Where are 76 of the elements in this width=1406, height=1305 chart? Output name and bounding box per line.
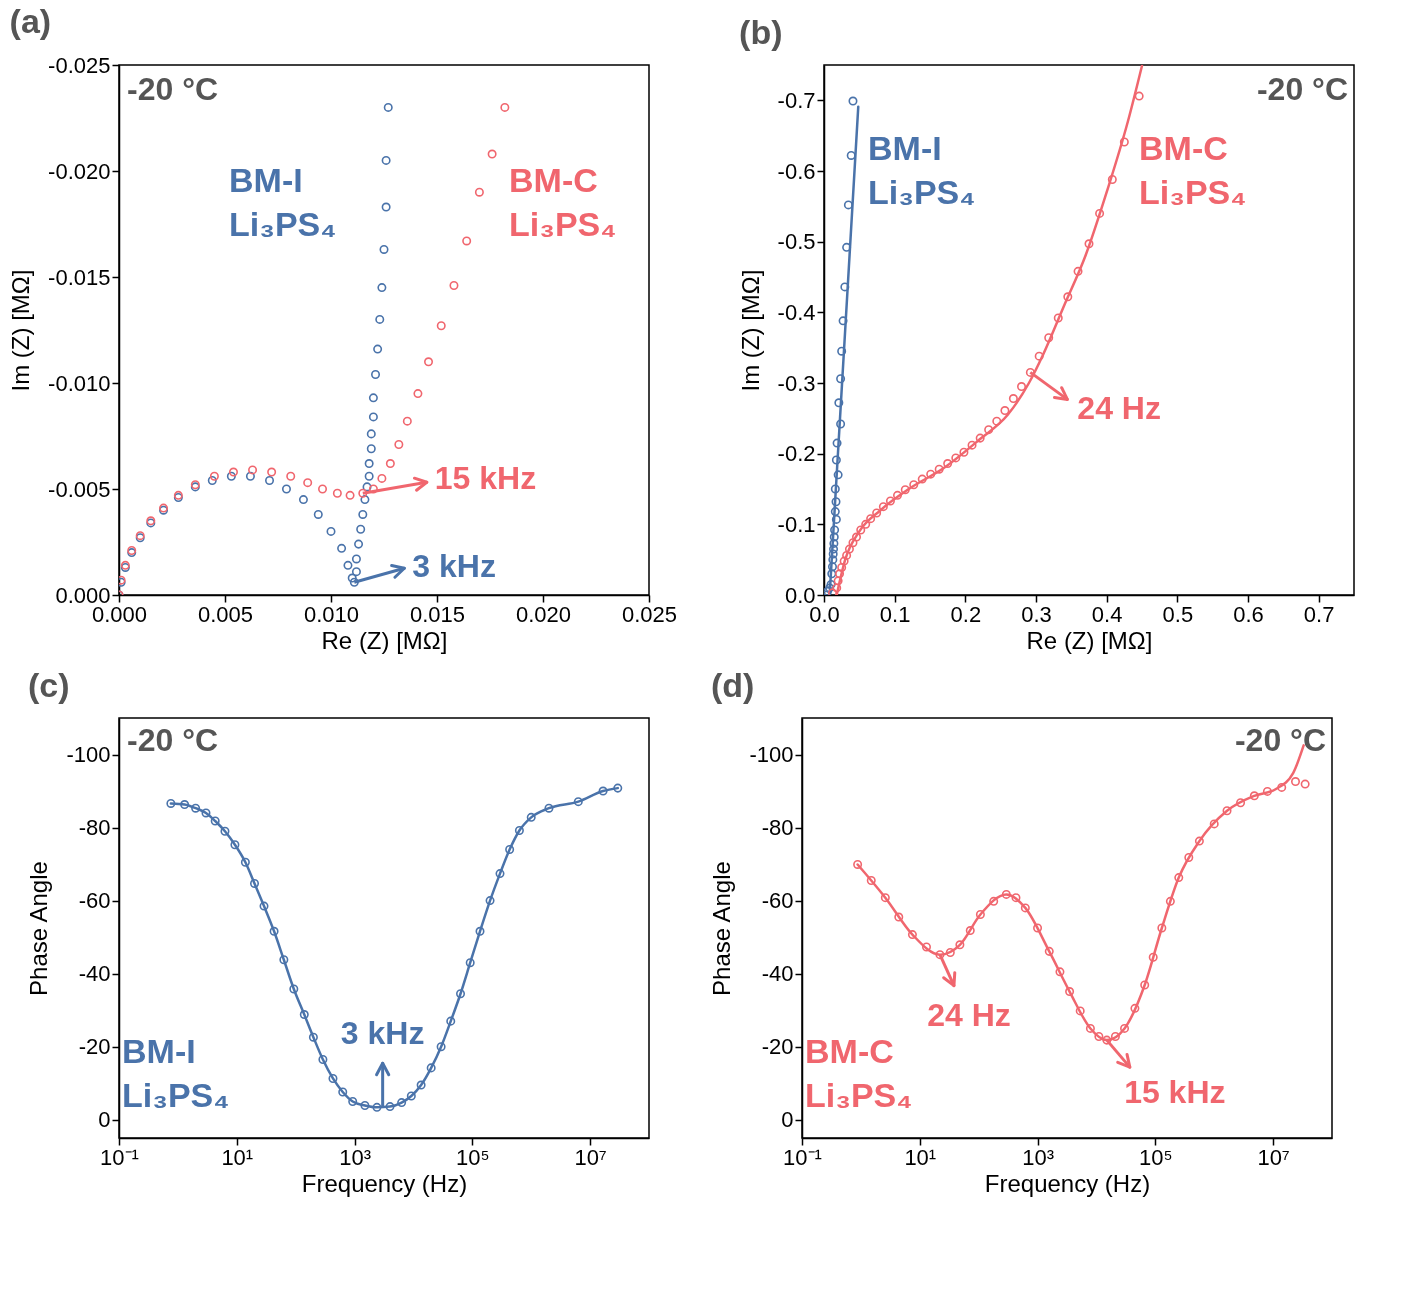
y-tick-label: -0.005 — [48, 476, 111, 502]
y-tick-label: -100 — [749, 742, 794, 768]
y-tick-label: -20 — [761, 1034, 794, 1060]
annotation: 24 Hz — [927, 996, 1011, 1033]
annotation: 3 kHz — [340, 1015, 425, 1052]
y-tick-label: -20 — [78, 1034, 111, 1060]
x-tick-label: 10⁵ — [1139, 1144, 1173, 1170]
x-axis-title: Frequency (Hz) — [984, 1169, 1151, 1197]
x-tick-label: 0.3 — [1021, 601, 1052, 627]
y-tick-label: -40 — [78, 961, 111, 987]
annotation: -20 °C — [127, 722, 219, 758]
annotation: 3 kHz — [412, 548, 496, 585]
y-tick-label: 0 — [781, 1107, 794, 1133]
x-tick-label: 0.4 — [1091, 601, 1123, 627]
y-tick-label: -0.015 — [48, 264, 111, 290]
annotation: 15 kHz — [434, 460, 537, 497]
y-axis-title: Phase Angle — [25, 861, 53, 996]
y-tick-label: -0.020 — [48, 158, 111, 184]
x-tick-label: 0.010 — [303, 601, 360, 627]
y-tick-label: -0.7 — [777, 87, 816, 113]
y-tick-label: -80 — [761, 815, 794, 841]
x-tick-label: 0.1 — [879, 601, 911, 627]
annotation: 24 Hz — [1077, 390, 1161, 427]
y-axis-title: Im (Z) [MΩ] — [736, 269, 764, 392]
x-axis-title: Re (Z) [MΩ] — [1026, 626, 1153, 654]
x-tick-label: 10¹ — [221, 1144, 254, 1170]
y-axis-title: Im (Z) [MΩ] — [7, 269, 35, 392]
y-tick-label: -0.010 — [48, 370, 111, 396]
x-axis-title: Re (Z) [MΩ] — [321, 626, 448, 654]
x-tick-label: 10⁵ — [456, 1144, 490, 1170]
chart-title: (b) — [739, 13, 783, 51]
y-tick-label: -100 — [66, 742, 111, 768]
series-label: BM-I Li₃PS₄ — [868, 129, 976, 211]
x-axis-title: Frequency (Hz) — [301, 1169, 468, 1197]
y-tick-label: -60 — [78, 888, 111, 914]
annotation: -20 °C — [1256, 71, 1348, 107]
y-tick-label: 0.0 — [784, 582, 816, 608]
y-tick-label: -0.5 — [777, 229, 816, 255]
annotation: -20 °C — [1234, 722, 1326, 758]
x-tick-label: 10⁷ — [1257, 1144, 1290, 1170]
x-tick-label: 0.7 — [1303, 601, 1335, 627]
y-tick-label: -0.3 — [777, 370, 816, 396]
x-tick-label: 10⁻¹ — [100, 1144, 139, 1170]
x-tick-label: 10³ — [1022, 1144, 1054, 1170]
y-tick-label: -80 — [78, 815, 111, 841]
x-tick-label: 0.005 — [197, 601, 254, 627]
y-tick-label: -0.4 — [777, 299, 816, 325]
x-tick-label: 10¹ — [904, 1144, 937, 1170]
x-tick-label: 0.6 — [1233, 601, 1264, 627]
x-tick-label: 0.5 — [1162, 601, 1194, 627]
x-tick-label: 0.2 — [950, 601, 982, 627]
y-tick-label: -0.1 — [777, 511, 816, 537]
x-tick-label: 10³ — [339, 1144, 371, 1170]
text: BM-C Li₃PS₄ — [805, 1032, 913, 1114]
y-tick-label: -60 — [761, 888, 794, 914]
annotation: -20 °C — [127, 71, 219, 107]
x-tick-label: 0.020 — [515, 601, 572, 627]
chart-title: (d) — [710, 666, 755, 704]
series-label: BM-C Li₃PS₄ — [509, 161, 617, 243]
x-tick-label: 10⁷ — [574, 1144, 607, 1170]
series-label: BM-C Li₃PS₄ — [1139, 129, 1247, 211]
y-tick-label: 0 — [98, 1107, 111, 1133]
x-tick-label: 0.015 — [409, 601, 466, 627]
y-tick-label: -0.6 — [777, 158, 816, 184]
y-tick-label: -0.2 — [777, 441, 816, 467]
text: BM-I Li₃PS₄ — [122, 1032, 230, 1114]
series-label: BM-I Li₃PS₄ — [229, 161, 337, 243]
x-tick-label: 10⁻¹ — [783, 1144, 822, 1170]
x-tick-label: 0.025 — [621, 601, 678, 627]
y-axis-title: Phase Angle — [708, 861, 736, 996]
annotation: 15 kHz — [1124, 1074, 1226, 1111]
y-tick-label: -0.025 — [48, 52, 111, 78]
chart-title: (c) — [27, 666, 70, 704]
y-tick-label: 0.000 — [55, 582, 111, 608]
y-tick-label: -40 — [761, 961, 794, 987]
chart-title: (a) — [9, 2, 52, 40]
